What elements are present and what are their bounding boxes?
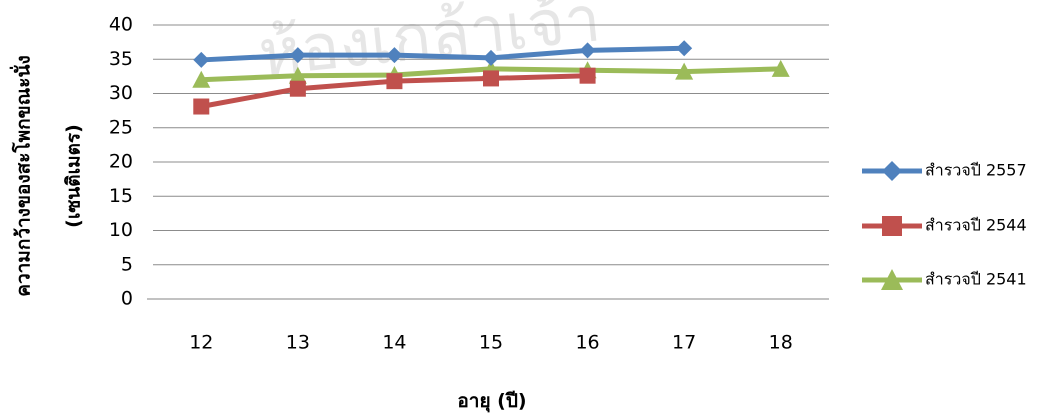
- x-axis-title: อายุ (ปี): [457, 390, 526, 413]
- series-line: [201, 45, 685, 63]
- data-point: [483, 70, 499, 87]
- legend-label: สำรวจปี 2544: [925, 216, 1027, 235]
- legend-label: สำรวจปี 2541: [925, 270, 1027, 289]
- data-point: [288, 66, 307, 84]
- x-tick-label: 15: [479, 332, 503, 354]
- data-point: [675, 62, 694, 80]
- y-axis-subtitle: (เซนติเมตร): [63, 124, 85, 228]
- data-point: [289, 47, 306, 64]
- y-tick-label: 0: [121, 288, 133, 310]
- series-group: [192, 40, 790, 115]
- data-point: [579, 42, 596, 59]
- y-tick-labels: 0 5 10 15 20 25 30 35 40: [109, 14, 133, 310]
- x-tick-label: 12: [189, 332, 213, 354]
- legend: สำรวจปี 2557 สำรวจปี 2544 สำรวจปี 2541: [862, 161, 1027, 290]
- y-tick-label: 30: [109, 82, 133, 104]
- y-axis-title: ความกว้างของสะโพกขณะนั่ง: [10, 55, 35, 297]
- gridlines: [147, 24, 829, 300]
- x-tick-label: 18: [769, 332, 793, 354]
- legend-label: สำรวจปี 2557: [925, 161, 1027, 180]
- data-point: [676, 40, 693, 57]
- x-tick-label: 14: [382, 332, 406, 354]
- y-tick-label: 5: [121, 253, 133, 275]
- series-2: [193, 67, 596, 115]
- data-point: [193, 51, 210, 68]
- data-point: [193, 98, 210, 115]
- legend-item: สำรวจปี 2557: [862, 161, 1027, 181]
- data-point: [192, 70, 211, 88]
- legend-item: สำรวจปี 2544: [862, 216, 1027, 236]
- x-tick-label: 17: [672, 332, 696, 354]
- x-tick-label: 16: [575, 332, 599, 354]
- data-point: [771, 59, 790, 77]
- data-point: [483, 49, 499, 66]
- y-tick-label: 15: [109, 185, 133, 207]
- legend-marker: [882, 161, 902, 181]
- y-tick-label: 10: [109, 219, 133, 241]
- y-tick-label: 25: [109, 116, 133, 138]
- series-1: [193, 40, 693, 68]
- x-tick-labels: 12 13 14 15 16 17 18: [189, 332, 793, 354]
- legend-marker: [882, 216, 902, 236]
- x-tick-label: 13: [286, 332, 310, 354]
- legend-marker: [881, 269, 903, 290]
- data-point: [386, 47, 403, 64]
- data-point: [579, 67, 596, 84]
- y-tick-label: 40: [109, 14, 133, 36]
- data-point: [386, 73, 403, 90]
- data-point: [289, 80, 306, 97]
- legend-item: สำรวจปี 2541: [862, 269, 1027, 290]
- y-tick-label: 20: [109, 151, 133, 173]
- y-tick-label: 35: [109, 48, 133, 70]
